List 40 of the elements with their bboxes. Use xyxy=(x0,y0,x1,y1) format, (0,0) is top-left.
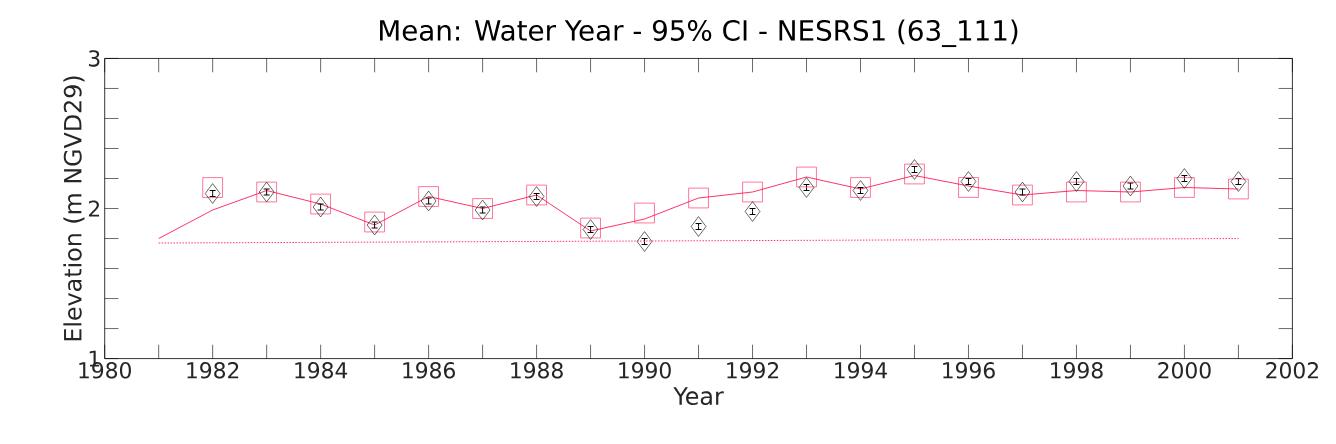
point xyxy=(634,202,655,224)
x-tick-label: 1988 xyxy=(511,362,563,379)
x-tick-label: 1990 xyxy=(619,362,671,379)
point xyxy=(204,183,221,204)
x-axis-title: Year xyxy=(673,387,724,406)
x-tick-label: 1996 xyxy=(943,362,995,379)
point xyxy=(960,171,977,192)
point xyxy=(1120,181,1141,203)
point xyxy=(1230,171,1247,192)
x-tick-label: 2002 xyxy=(1266,362,1318,379)
x-tick-label: 1982 xyxy=(187,362,239,379)
x-tick-label: 1994 xyxy=(835,362,887,379)
point xyxy=(1068,171,1085,192)
point xyxy=(688,187,709,209)
point xyxy=(1228,178,1249,200)
point xyxy=(796,166,817,188)
point xyxy=(202,177,223,198)
point xyxy=(418,186,439,207)
point xyxy=(904,163,925,185)
point xyxy=(798,177,815,198)
point xyxy=(1066,181,1087,203)
y-tick-label: 3 xyxy=(88,50,100,67)
x-tick-label: 1992 xyxy=(727,362,779,379)
point xyxy=(744,201,761,222)
point xyxy=(958,177,979,198)
x-tick-label: 1998 xyxy=(1051,362,1103,379)
y-axis-title: Elevation (m NGVD29) xyxy=(63,76,85,341)
point xyxy=(1122,175,1139,197)
point xyxy=(690,216,707,237)
point xyxy=(420,190,437,212)
x-tick-label: 1984 xyxy=(295,362,348,379)
point xyxy=(1174,177,1195,198)
chart-title: Mean: Water Year - 95% CI - NESRS1 (63_111) xyxy=(380,19,1018,48)
point xyxy=(906,159,923,180)
point xyxy=(1176,168,1193,189)
point xyxy=(742,181,763,203)
point xyxy=(636,231,653,252)
y-tick-label: 2 xyxy=(88,200,100,217)
x-tick-label: 2000 xyxy=(1158,362,1211,379)
x-tick-label: 1986 xyxy=(403,362,455,379)
